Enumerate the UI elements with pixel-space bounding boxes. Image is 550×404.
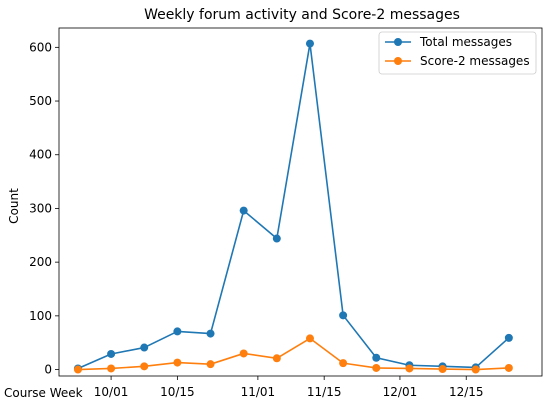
x-tick-label: 11/15 [307,385,342,399]
x-tick-label: 12/01 [383,385,418,399]
x-tick-label: 12/15 [449,385,484,399]
data-point [206,329,215,338]
data-point [239,349,248,358]
data-point [305,334,314,343]
y-tick-label: 500 [29,94,52,108]
legend-swatch-marker [394,38,402,46]
data-point [140,343,149,352]
x-tick-label: 10/01 [94,385,129,399]
data-point [73,365,82,374]
data-point [305,39,314,48]
data-point [107,349,116,358]
data-point [206,360,215,369]
y-axis-label: Count [7,188,21,224]
data-point [504,333,513,342]
plot-area: 0 100 200 300 400 500 600 10/01 10/15 11/01 11/15 1… [29,27,543,399]
data-point [272,354,281,363]
y-tick-label: 600 [29,40,52,54]
legend-box [378,31,537,75]
data-point [372,363,381,372]
data-point [140,362,149,371]
legend-label: Total messages [419,35,512,49]
data-point [173,327,182,336]
data-point [372,353,381,362]
chart-title: Weekly forum activity and Score-2 messag… [144,7,460,23]
y-tick-label: 300 [29,201,52,215]
data-point [405,364,414,373]
data-point [272,234,281,243]
y-tick-label: 0 [44,363,52,377]
data-point [438,365,447,374]
x-tick-label: 11/01 [241,385,276,399]
data-point [173,358,182,367]
legend-label: Score-2 messages [420,54,530,68]
data-point [239,206,248,215]
y-tick-label: 200 [29,255,52,269]
data-point [504,363,513,372]
x-axis-label: Course Week [4,386,83,400]
data-point [107,364,116,373]
series-line-2 [77,337,509,371]
legend-swatch-marker [394,57,402,65]
legend: Total messages Score-2 messages [378,31,537,75]
data-point [339,311,348,320]
data-point [339,359,348,368]
data-point [471,365,480,374]
x-tick-label: 10/15 [160,385,195,399]
series-line-1 [77,42,510,370]
axes-frame [58,27,543,377]
y-tick-label: 100 [29,309,52,323]
y-tick-label: 400 [29,148,52,162]
